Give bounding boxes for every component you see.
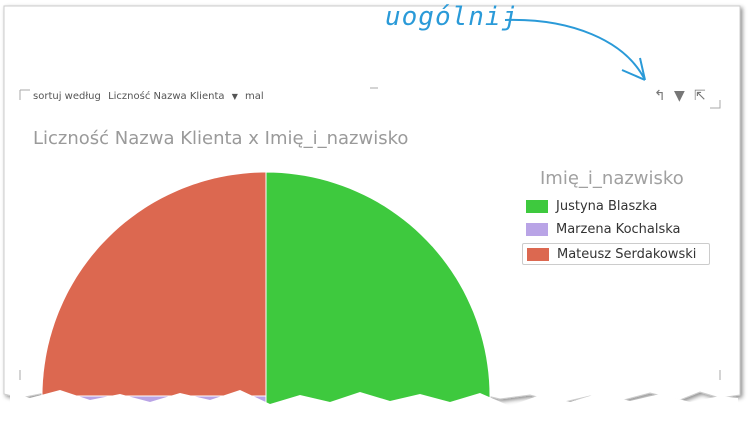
annotation-label: uogólnij — [385, 2, 519, 32]
legend-swatch — [527, 247, 549, 261]
chart-title: Liczność Nazwa Klienta x Imię_i_nazwisko — [33, 128, 409, 149]
sort-field-dropdown[interactable]: Liczność Nazwa Klienta — [108, 91, 225, 102]
legend-swatch — [526, 199, 548, 213]
pie-slice[interactable] — [41, 171, 267, 397]
legend-title: Imię_i_nazwisko — [540, 168, 684, 189]
legend-swatch — [526, 222, 548, 236]
legend-label: Marzena Kochalska — [556, 221, 681, 237]
pop-out-icon[interactable]: ⇱ — [694, 88, 706, 104]
legend-label: Mateusz Serdakowski — [557, 246, 697, 262]
sort-prefix: sortuj według — [33, 91, 101, 102]
sort-bar: sortuj według Liczność Nazwa Klienta ▼ m… — [33, 91, 268, 102]
legend-label: Justyna Blaszka — [556, 198, 658, 214]
sort-order-toggle[interactable]: mal — [245, 91, 264, 102]
legend-item[interactable]: Marzena Kochalska — [522, 219, 708, 239]
filter-icon[interactable]: ▼ — [674, 88, 685, 104]
pie-chart — [41, 171, 491, 411]
drill-up-icon[interactable]: ↰ — [654, 88, 666, 104]
pie-slice[interactable] — [265, 171, 491, 411]
legend-item[interactable]: Mateusz Serdakowski — [522, 243, 710, 265]
annotation-arrow — [504, 18, 646, 81]
chevron-down-icon[interactable]: ▼ — [231, 92, 238, 101]
legend-item[interactable]: Justyna Blaszka — [522, 196, 708, 216]
